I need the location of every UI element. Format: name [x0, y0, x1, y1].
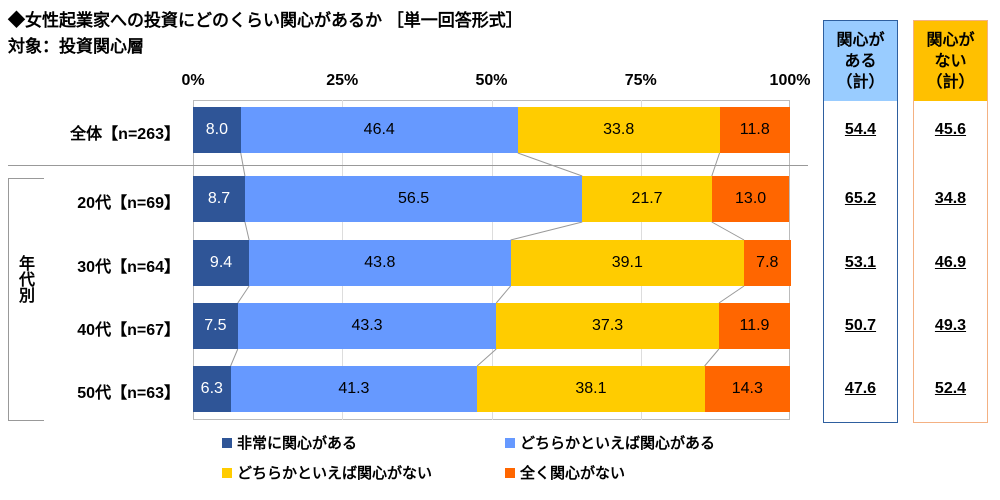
bar-segment: 7.8: [744, 240, 791, 286]
bar-segment: 43.3: [237, 303, 497, 349]
bar-segment: 38.1: [477, 366, 705, 412]
chart-title: ◆女性起業家への投資にどのくらい関心があるか ［単一回答形式］: [8, 11, 523, 30]
x-tick-label: 100%: [769, 72, 811, 89]
legend-label: 全く関心がない: [520, 465, 626, 482]
chart-subtitle: 対象：投資関心層: [8, 37, 144, 56]
connector-line: [517, 152, 583, 177]
summary-value: 53.1: [844, 254, 877, 271]
bar-segment: 6.3: [193, 366, 231, 412]
x-tick-label: 50%: [475, 72, 508, 89]
bar-segment: 43.8: [249, 240, 511, 286]
bar-segment: 37.3: [496, 303, 719, 349]
bar-segment: 56.5: [244, 176, 583, 222]
legend-swatch: [505, 437, 515, 448]
bar-segment: 9.4: [193, 240, 250, 286]
legend-label: 非常に関心がある: [237, 435, 358, 452]
legend-item: どちらかといえば関心がない: [222, 462, 432, 483]
connector-line: [510, 221, 583, 241]
connector-line: [711, 221, 745, 241]
legend-item: どちらかといえば関心がある: [505, 432, 715, 453]
summary-value: 65.2: [844, 190, 877, 207]
x-tick-label: 75%: [624, 72, 657, 89]
legend-label: どちらかといえば関心がある: [520, 435, 716, 452]
legend-swatch: [505, 467, 515, 478]
group-divider: [8, 165, 808, 166]
bar-segment: 11.9: [718, 303, 790, 349]
legend-item: 全く関心がない: [505, 462, 625, 483]
summary-value: 46.9: [934, 254, 967, 271]
bar-segment: 7.5: [193, 303, 238, 349]
connector-line: [718, 285, 745, 304]
connector-line: [495, 285, 511, 304]
bar-segment: 8.7: [193, 176, 245, 222]
bar-segment: 14.3: [704, 366, 790, 412]
bar-segment: 8.0: [193, 107, 241, 153]
connector-line: [240, 152, 246, 177]
connector-line: [244, 221, 250, 241]
summary-column-header: 関心が ある （計）: [824, 21, 897, 101]
connector-line: [237, 285, 250, 304]
row-label: 50代【n=63】: [77, 385, 180, 402]
x-tick-label: 0%: [181, 72, 205, 89]
group-bracket: [8, 178, 44, 421]
row-label: 40代【n=67】: [77, 322, 180, 339]
bar-segment: 39.1: [510, 240, 745, 286]
bar-segment: 13.0: [711, 176, 790, 222]
summary-value: 52.4: [934, 380, 967, 397]
summary-value: 49.3: [934, 317, 967, 334]
legend-label: どちらかといえば関心がない: [237, 465, 433, 482]
row-label: 30代【n=64】: [77, 259, 180, 276]
connector-line: [476, 348, 497, 367]
row-label: 20代【n=69】: [77, 195, 180, 212]
bar-segment: 41.3: [230, 366, 478, 412]
summary-value: 34.8: [934, 190, 967, 207]
summary-value: 50.7: [844, 317, 877, 334]
bar-segment: 11.8: [719, 107, 790, 153]
bar-segment: 33.8: [517, 107, 720, 153]
connector-line: [711, 152, 721, 177]
summary-column-header: 関心が ない （計）: [914, 21, 987, 101]
summary-value: 45.6: [934, 121, 967, 138]
bar-segment: 21.7: [582, 176, 712, 222]
connector-line: [230, 348, 239, 367]
summary-column: 関心が ない （計） 45.6 34.8 46.9 49.3 52.4: [913, 20, 988, 423]
bar-segment: 46.4: [240, 107, 518, 153]
legend-swatch: [222, 437, 232, 448]
summary-value: 54.4: [844, 121, 877, 138]
legend-swatch: [222, 467, 232, 478]
legend-item: 非常に関心がある: [222, 432, 357, 453]
row-label: 全体【n=263】: [70, 126, 180, 143]
summary-column: 関心が ある （計） 54.4 65.2 53.1 50.7 47.6: [823, 20, 898, 423]
summary-value: 47.6: [844, 380, 877, 397]
group-label: 年代別: [16, 255, 33, 303]
x-tick-label: 25%: [326, 72, 359, 89]
connector-line: [704, 348, 720, 367]
